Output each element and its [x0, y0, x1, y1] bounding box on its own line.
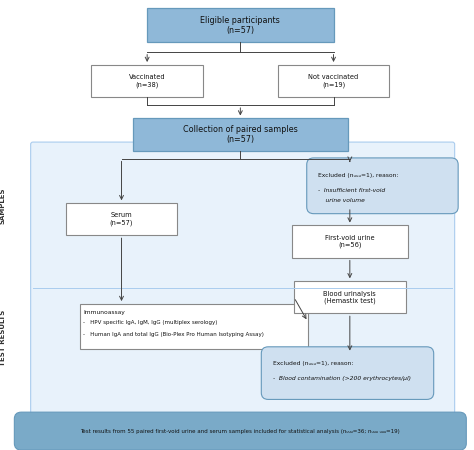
Text: -  Insufficient first-void: - Insufficient first-void [319, 188, 385, 193]
Text: -   HPV specific IgA, IgM, IgG (multiplex serology): - HPV specific IgA, IgM, IgG (multiplex … [83, 320, 218, 325]
Text: Blood urinalysis
(Hemastix test): Blood urinalysis (Hemastix test) [323, 291, 376, 304]
FancyBboxPatch shape [261, 347, 434, 400]
Text: Collection of paired samples
(n=57): Collection of paired samples (n=57) [183, 125, 298, 144]
Text: Vaccinated
(n=38): Vaccinated (n=38) [129, 74, 165, 88]
FancyBboxPatch shape [133, 118, 347, 151]
Text: urine volume: urine volume [319, 198, 365, 203]
FancyBboxPatch shape [31, 142, 455, 441]
FancyBboxPatch shape [91, 65, 203, 97]
Text: -  Blood contamination (>200 erythrocytes/μl): - Blood contamination (>200 erythrocytes… [273, 376, 411, 381]
Text: First-void urine
(n=56): First-void urine (n=56) [325, 235, 374, 248]
FancyBboxPatch shape [65, 203, 177, 235]
Text: Eligible participants
(n=57): Eligible participants (n=57) [201, 16, 280, 35]
Text: Excluded (nᵤᵤᵤ=1), reason:: Excluded (nᵤᵤᵤ=1), reason: [273, 361, 353, 366]
Text: SAMPLES: SAMPLES [0, 188, 6, 224]
Text: TEST RESULTS: TEST RESULTS [0, 309, 6, 365]
Text: Serum
(n=57): Serum (n=57) [110, 212, 133, 226]
Text: Not vaccinated
(n=19): Not vaccinated (n=19) [309, 74, 359, 88]
Text: Immunoassay: Immunoassay [83, 310, 125, 315]
FancyBboxPatch shape [14, 412, 466, 450]
FancyBboxPatch shape [80, 304, 308, 349]
FancyBboxPatch shape [278, 65, 390, 97]
FancyBboxPatch shape [307, 158, 458, 214]
FancyBboxPatch shape [292, 225, 408, 257]
Text: Excluded (nᵤᵤᵤ=1), reason:: Excluded (nᵤᵤᵤ=1), reason: [319, 174, 399, 179]
Text: -   Human IgA and total IgG (Bio-Plex Pro Human Isotyping Assay): - Human IgA and total IgG (Bio-Plex Pro … [83, 332, 264, 337]
FancyBboxPatch shape [294, 281, 406, 313]
Text: Test results from 55 paired first-void urine and serum samples included for stat: Test results from 55 paired first-void u… [81, 428, 400, 434]
FancyBboxPatch shape [147, 9, 334, 42]
